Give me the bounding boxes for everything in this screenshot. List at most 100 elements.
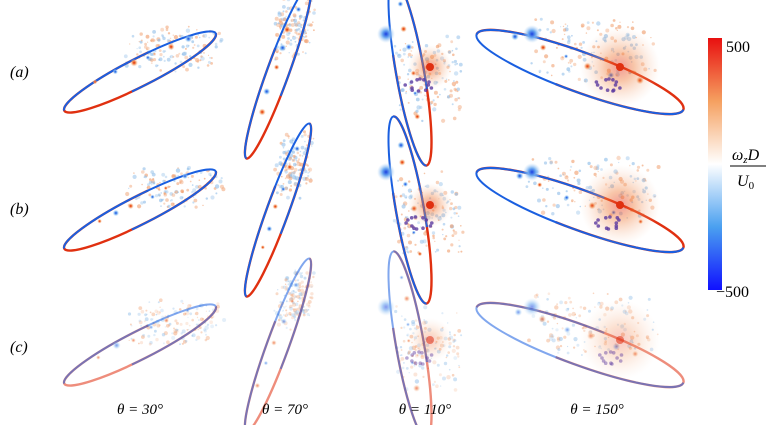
shed-vortex: [92, 79, 98, 85]
wake-particle: [285, 15, 287, 18]
wake-particle: [198, 36, 201, 39]
wake-particle: [299, 154, 302, 157]
wake-particle: [277, 289, 279, 291]
wake-particle: [453, 388, 458, 392]
wake-particle: [294, 302, 299, 307]
wake-particle: [308, 171, 311, 173]
wake-particle: [453, 59, 457, 64]
wake-particle: [215, 324, 218, 327]
wake-particle: [457, 355, 460, 358]
wake-particle: [295, 291, 297, 294]
wake-particle: [290, 171, 295, 176]
wake-particle: [585, 32, 588, 34]
wake-particle: [195, 323, 198, 326]
shed-vortex: [397, 141, 405, 149]
wake-particle: [133, 172, 135, 174]
wake-particle: [129, 184, 133, 188]
wake-particle: [574, 42, 577, 46]
wake-particle: [307, 23, 310, 27]
wake-particle: [200, 331, 203, 334]
wake-particle: [282, 139, 286, 143]
wake-particle: [164, 326, 167, 328]
wake-particle: [631, 162, 635, 166]
wake-particle: [137, 312, 141, 316]
wake-particle: [289, 42, 293, 46]
wake-particle: [641, 30, 646, 35]
wake-particle: [567, 296, 571, 300]
wake-particle: [278, 318, 281, 322]
wake-particle: [563, 33, 566, 36]
wake-particle: [166, 340, 170, 345]
purple-particle: [604, 351, 608, 355]
wake-particle: [399, 354, 401, 356]
purple-particle: [421, 362, 425, 366]
wake-particle: [178, 52, 181, 55]
wake-particle: [284, 278, 288, 282]
wake-particle: [401, 193, 406, 197]
wake-particle: [182, 65, 186, 69]
wake-particle: [564, 301, 568, 305]
wake-particle: [296, 32, 300, 36]
wake-particle: [405, 90, 407, 93]
flow-panel: [377, 250, 463, 425]
wake-particle: [573, 62, 577, 67]
wake-particle: [422, 375, 425, 378]
wake-particle: [293, 310, 296, 313]
wake-particle: [161, 198, 164, 202]
wake-particle: [146, 46, 150, 51]
wake-particle: [411, 354, 414, 358]
wake-particle: [308, 41, 311, 44]
wake-particle: [441, 228, 444, 231]
wake-particle: [131, 34, 135, 38]
wake-particle: [279, 193, 283, 196]
wake-particle: [192, 196, 195, 198]
wake-particle: [187, 316, 189, 319]
wake-particle: [301, 272, 303, 274]
shed-vortex: [185, 308, 190, 313]
wake-particle: [276, 322, 281, 327]
wake-particle: [418, 364, 422, 368]
wake-particle: [296, 52, 300, 56]
wake-particle: [448, 368, 451, 371]
wake-particle: [397, 53, 402, 59]
wake-particle: [153, 52, 156, 56]
wake-particle: [295, 310, 300, 315]
wake-particle: [596, 21, 601, 26]
wake-particle: [196, 44, 200, 48]
purple-particle: [604, 226, 609, 230]
wake-particle: [138, 342, 140, 345]
purple-particle: [596, 218, 600, 222]
wake-particle: [156, 310, 161, 315]
wake-particle: [162, 50, 166, 53]
wake-particle: [411, 320, 416, 324]
wake-particle: [456, 35, 461, 40]
wake-particle: [308, 169, 310, 171]
wake-particle: [291, 137, 296, 141]
wake-particle: [540, 210, 546, 215]
wake-particle: [285, 300, 288, 303]
wake-particle: [591, 21, 595, 24]
wake-particle: [138, 319, 142, 323]
wake-particle: [408, 240, 412, 245]
wake-particle: [436, 95, 440, 99]
wake-particle: [560, 26, 562, 28]
wake-particle: [125, 191, 130, 197]
wake-particle: [163, 190, 167, 194]
wake-particle: [569, 58, 574, 63]
wake-particle: [629, 164, 631, 167]
wake-particle: [300, 291, 305, 297]
wake-particle: [298, 15, 301, 18]
wake-particle: [300, 26, 303, 29]
wake-particle: [308, 22, 310, 24]
wake-particle: [185, 67, 189, 72]
wake-particle: [534, 18, 538, 21]
wake-particle: [460, 225, 462, 227]
wake-particle: [404, 43, 407, 45]
wake-particle: [307, 300, 312, 304]
wake-particle: [301, 155, 304, 157]
wake-particle: [580, 23, 585, 28]
wake-particle: [182, 51, 187, 57]
wake-particle: [573, 337, 578, 342]
wake-particle: [206, 315, 209, 317]
wake-particle: [307, 174, 310, 178]
